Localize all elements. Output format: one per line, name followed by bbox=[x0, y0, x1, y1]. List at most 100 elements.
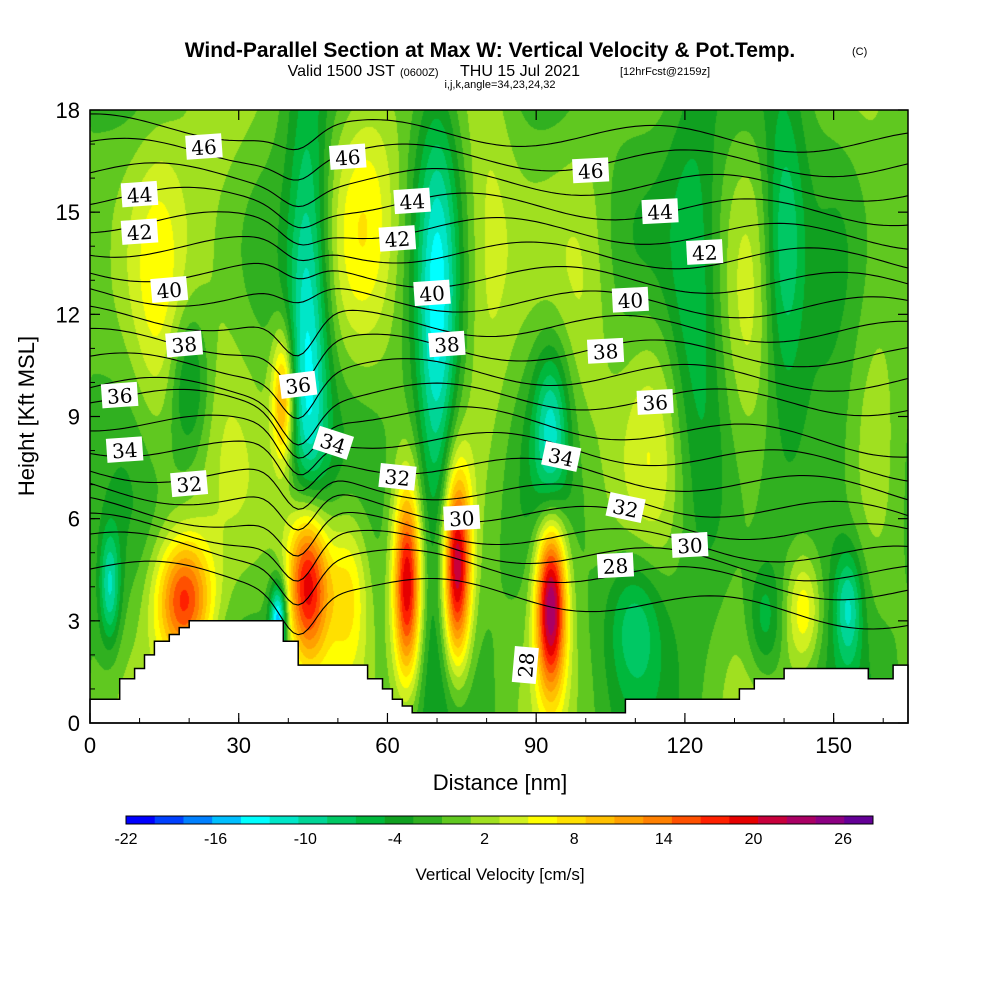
colorbar-swatch bbox=[844, 816, 874, 824]
isentrope-label: 28 bbox=[511, 646, 539, 684]
isentrope-label: 44 bbox=[641, 198, 679, 225]
copyright-mark: (C) bbox=[852, 46, 867, 58]
isentrope-line bbox=[89, 482, 909, 541]
isentrope-label: 38 bbox=[165, 330, 204, 358]
isentrope-label: 30 bbox=[671, 531, 709, 559]
colorbar-swatch bbox=[643, 816, 673, 824]
isentrope-label-box bbox=[572, 157, 610, 184]
colorbar-swatch bbox=[212, 816, 242, 824]
colorbar-tick-label: 20 bbox=[745, 831, 763, 848]
colorbar-swatch bbox=[700, 816, 730, 824]
isentrope-label-text: 38 bbox=[170, 332, 197, 358]
isentrope-label: 36 bbox=[636, 388, 674, 416]
isentrope-line bbox=[89, 162, 909, 208]
isentrope-label: 40 bbox=[413, 279, 451, 307]
isentrope-label-box bbox=[605, 492, 646, 524]
colorbar-swatch bbox=[442, 816, 472, 824]
isentrope-label-box bbox=[586, 337, 625, 364]
isentrope-contours bbox=[89, 113, 909, 636]
colorbar-swatch bbox=[556, 816, 586, 824]
colorbar-swatch bbox=[585, 816, 615, 824]
colorbar-tick-label: -4 bbox=[388, 831, 402, 848]
colorbar-tick-label: 8 bbox=[570, 831, 579, 848]
isentrope-label-box bbox=[541, 440, 582, 472]
isentrope-label-text: 42 bbox=[384, 227, 411, 253]
isentrope-line bbox=[89, 468, 909, 518]
isentrope-label-box bbox=[165, 330, 204, 358]
isentrope-label-box bbox=[671, 531, 709, 558]
x-tick-label: 60 bbox=[375, 733, 399, 758]
isentrope-label-box bbox=[170, 470, 209, 498]
isentrope-label-box bbox=[428, 330, 466, 358]
isentrope-label-box bbox=[328, 143, 367, 170]
isentrope-line bbox=[89, 235, 909, 270]
isentrope-label: 40 bbox=[611, 286, 649, 313]
y-tick-label: 9 bbox=[68, 405, 80, 430]
colorbar-tick-label: -22 bbox=[114, 831, 137, 848]
colorbar-swatch bbox=[413, 816, 443, 824]
isentrope-label: 42 bbox=[378, 225, 417, 253]
isentrope-label-text: 44 bbox=[126, 182, 153, 208]
isentrope-label: 40 bbox=[150, 275, 189, 304]
colorbar-swatch bbox=[355, 816, 385, 824]
isentrope-label-box bbox=[596, 552, 635, 579]
y-tick-label: 18 bbox=[56, 98, 80, 123]
isentrope-label-box bbox=[611, 286, 649, 313]
isentrope-line bbox=[89, 288, 909, 319]
isentrope-label-box bbox=[641, 198, 679, 225]
isentrope-label-text: 28 bbox=[513, 651, 539, 678]
colorbar-swatch bbox=[269, 816, 299, 824]
isentrope-label-box bbox=[105, 436, 144, 463]
y-tick-label: 0 bbox=[68, 711, 80, 736]
colorbar-swatch bbox=[671, 816, 701, 824]
colorbar-tick-label: 26 bbox=[834, 831, 852, 848]
colorbar-tick-label: -10 bbox=[294, 831, 317, 848]
isentrope-line bbox=[89, 440, 909, 501]
colorbar-swatch bbox=[470, 816, 500, 824]
isentrope-label-text: 42 bbox=[126, 220, 153, 246]
colorbar-swatch bbox=[614, 816, 644, 824]
isentrope-label-box bbox=[312, 425, 355, 460]
isentrope-label: 32 bbox=[378, 462, 417, 491]
y-tick-label: 15 bbox=[56, 200, 80, 225]
isentrope-label-box bbox=[443, 504, 481, 531]
x-tick-label: 0 bbox=[84, 733, 96, 758]
isentrope-label-text: 34 bbox=[546, 443, 576, 472]
isentrope-line bbox=[89, 388, 909, 459]
isentrope-label-text: 38 bbox=[592, 339, 619, 364]
isentrope-line bbox=[89, 560, 909, 636]
colorbar-swatch bbox=[528, 816, 558, 824]
isentrope-label-text: 40 bbox=[419, 281, 446, 307]
isentrope-label: 36 bbox=[278, 370, 318, 399]
isentrope-label-box bbox=[413, 279, 451, 307]
isentrope-line bbox=[89, 211, 909, 250]
isentrope-label-text: 46 bbox=[334, 145, 361, 171]
isentrope-label-text: 28 bbox=[602, 554, 629, 579]
grid-indices: i,j,k,angle=34,23,24,32 bbox=[444, 79, 555, 91]
x-axis-label: Distance [nm] bbox=[433, 770, 568, 795]
isentrope-label: 28 bbox=[596, 552, 635, 579]
isentrope-label: 38 bbox=[586, 337, 625, 364]
colorbar-swatch bbox=[729, 816, 759, 824]
isentrope-line bbox=[89, 137, 909, 181]
valid-time: Valid 1500 JST bbox=[288, 63, 396, 80]
isentrope-label-box bbox=[393, 187, 431, 215]
isentrope-label-box bbox=[278, 370, 318, 399]
colorbar-swatch bbox=[758, 816, 788, 824]
colorbar-swatch bbox=[327, 816, 357, 824]
terrain-mask bbox=[89, 620, 909, 724]
isentrope-label: 36 bbox=[100, 381, 139, 409]
isentrope-line bbox=[89, 305, 908, 357]
colorbar-tick-label: -16 bbox=[204, 831, 227, 848]
x-axis: 0 30 60 90 120 150 bbox=[84, 110, 884, 758]
isentrope-label: 32 bbox=[605, 492, 646, 524]
isentrope-label-text: 46 bbox=[577, 159, 604, 184]
isentrope-label-text: 36 bbox=[284, 372, 312, 399]
isentrope-label: 34 bbox=[105, 436, 144, 463]
isentrope-line bbox=[89, 186, 909, 229]
isentrope-label-text: 30 bbox=[677, 533, 704, 558]
isentrope-label-text: 40 bbox=[617, 288, 644, 313]
isentrope-label-box bbox=[150, 275, 189, 304]
x-tick-label: 90 bbox=[524, 733, 548, 758]
